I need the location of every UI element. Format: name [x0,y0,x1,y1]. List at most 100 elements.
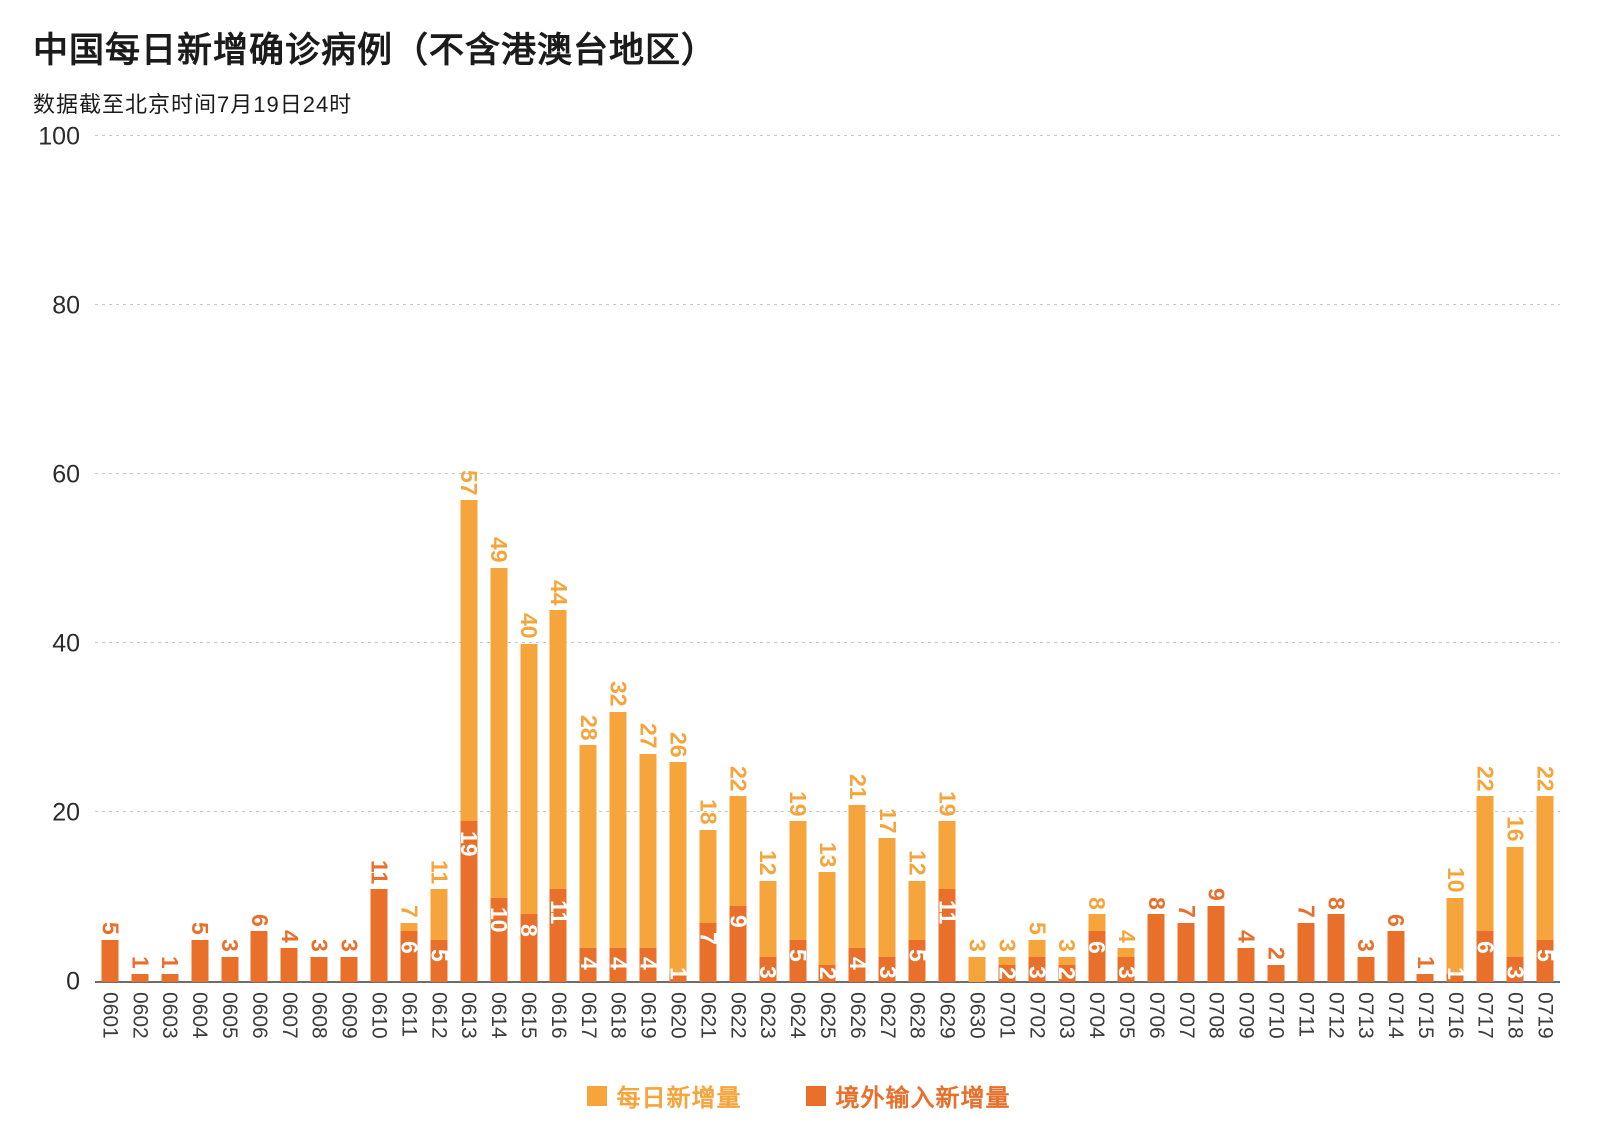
bar-group-0713: 3 0713 [1351,137,1381,1039]
bar-segment-daily [1446,897,1464,982]
x-axis-baseline [95,981,1560,983]
bar-segment-imported [998,965,1016,982]
x-axis-label: 0622 [726,992,750,1039]
bar-imported-label: 5 [1532,948,1559,962]
bar-segment-imported [848,948,866,982]
bar-segment-imported [460,821,478,982]
y-axis-tick-label: 40 [52,629,80,658]
x-axis-label: 0702 [1025,992,1049,1039]
bar-segment-imported [818,965,836,982]
bar-segment-imported [579,948,597,982]
x-axis-label: 0708 [1204,992,1228,1039]
bar-segment-imported [549,889,567,982]
x-axis-label: 0612 [427,992,451,1039]
y-axis-tick-label: 60 [52,460,80,489]
bar-group-0716: 10 1 0716 [1440,137,1470,1039]
bar-group-0610: 11 0610 [364,137,394,1039]
bar-segment-daily [609,711,627,982]
bar-segment-imported [669,973,687,982]
bar-total-label: 6 [246,913,273,927]
bar-group-0701: 3 2 0701 [992,137,1022,1039]
y-axis-tick-label: 100 [38,122,80,151]
bar-group-0617: 28 4 0617 [573,137,603,1039]
legend-swatch-imported-icon [805,1085,826,1106]
bar-imported-label: 2 [1054,967,1081,980]
bar-segment-imported [221,956,239,982]
bar-segment-imported [1416,973,1434,982]
bar-imported-label: 3 [1113,965,1140,979]
chart-header: 中国每日新增确诊病例（不含港澳台地区） 数据截至北京时间7月19日24时 [33,22,717,119]
x-axis-label: 0717 [1473,992,1497,1039]
x-axis-label: 0609 [337,992,361,1039]
bar-segment-imported [1147,914,1165,982]
y-axis-tick-label: 20 [52,798,80,827]
x-axis-label: 0707 [1174,992,1198,1039]
bar-segment-imported [759,956,777,982]
bar-imported-label: 6 [396,940,423,954]
bar-group-0619: 27 4 0619 [633,137,663,1038]
bar-imported-label: 4 [844,957,871,971]
bar-segment-imported [280,948,298,982]
bar-total-label: 4 [1113,930,1140,944]
bar-total-label: 3 [336,938,363,952]
bar-group-0604: 5 0604 [185,137,215,1039]
bar-total-label: 3 [1054,938,1081,952]
bar-segment-imported [1237,948,1255,982]
bar-total-label: 1 [157,955,184,969]
bar-segment-imported [1387,931,1405,982]
bar-segment-daily [1536,796,1554,982]
bar-total-label: 4 [1233,930,1260,944]
bar-segment-imported [520,914,537,982]
bar-segment-imported [250,931,268,982]
bar-total-label: 3 [994,938,1021,952]
x-axis-label: 0706 [1144,992,1168,1039]
bar-group-0708: 9 0708 [1201,137,1231,1039]
gridline [95,304,1560,306]
bar-total-label: 3 [1353,938,1380,952]
bar-imported-label: 6 [1084,940,1111,954]
bar-imported-label: 9 [725,915,752,928]
bar-group-0715: 1 0715 [1411,137,1441,1039]
bar-segment-imported [340,956,358,982]
bar-segment-imported [1088,931,1106,982]
bar-total-label: 9 [1203,888,1230,901]
bar-total-label: 18 [695,799,722,825]
x-axis-label: 0623 [756,992,780,1039]
bar-group-0717: 22 6 0717 [1470,137,1500,1039]
bar-imported-label: 11 [934,899,961,925]
bar-total-label: 21 [844,773,871,800]
bar-segment-imported [1446,973,1464,982]
bar-imported-label: 4 [635,957,662,971]
gridline [95,811,1560,813]
legend-label-daily: 每日新增量 [616,1085,742,1112]
x-axis-label: 0610 [367,992,391,1039]
x-axis-label: 0621 [696,992,720,1039]
x-axis-label: 0624 [786,992,810,1039]
bar-total-label: 3 [217,938,244,952]
x-axis-label: 0711 [1294,992,1318,1038]
bar-group-0704: 8 6 0704 [1082,137,1112,1039]
bar-group-0613: 57 19 0613 [454,137,484,1039]
bar-segment-imported [1536,939,1554,982]
bar-group-0712: 8 0712 [1321,137,1351,1039]
bar-total-label: 11 [366,859,393,885]
bar-group-0605: 3 0605 [215,137,245,1039]
x-axis-label: 0710 [1264,992,1288,1039]
bar-segment-imported [609,948,627,982]
gridline [95,473,1560,475]
bar-total-label: 11 [426,859,453,885]
bar-group-0703: 3 2 0703 [1052,137,1082,1039]
x-axis-label: 0617 [576,992,600,1039]
bar-segment-daily [848,804,866,982]
x-axis-label: 0603 [158,992,182,1039]
bar-segment-daily [490,567,508,982]
x-axis-label: 0630 [965,992,989,1039]
bar-group-0710: 2 0710 [1261,137,1291,1038]
bar-total-label: 19 [785,790,812,817]
x-axis-label: 0709 [1234,992,1258,1039]
bar-group-0719: 22 5 0719 [1530,137,1560,1039]
x-axis-label: 0719 [1533,992,1557,1039]
x-axis-label: 0626 [845,992,869,1039]
bar-segment-imported [1028,956,1046,982]
bar-total-label: 32 [605,681,632,707]
